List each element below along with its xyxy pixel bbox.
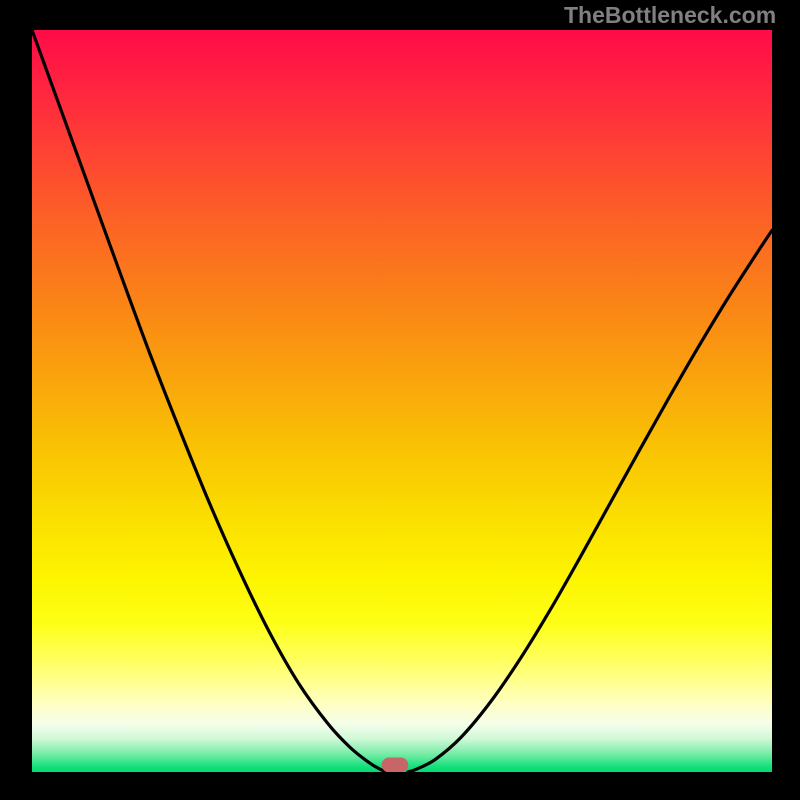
bottleneck-curve: [32, 30, 772, 772]
minimum-marker: [382, 758, 409, 772]
watermark-text: TheBottleneck.com: [564, 2, 776, 29]
plot-area: [32, 30, 772, 772]
curve-left-branch: [32, 30, 387, 772]
curve-right-branch: [408, 230, 772, 772]
